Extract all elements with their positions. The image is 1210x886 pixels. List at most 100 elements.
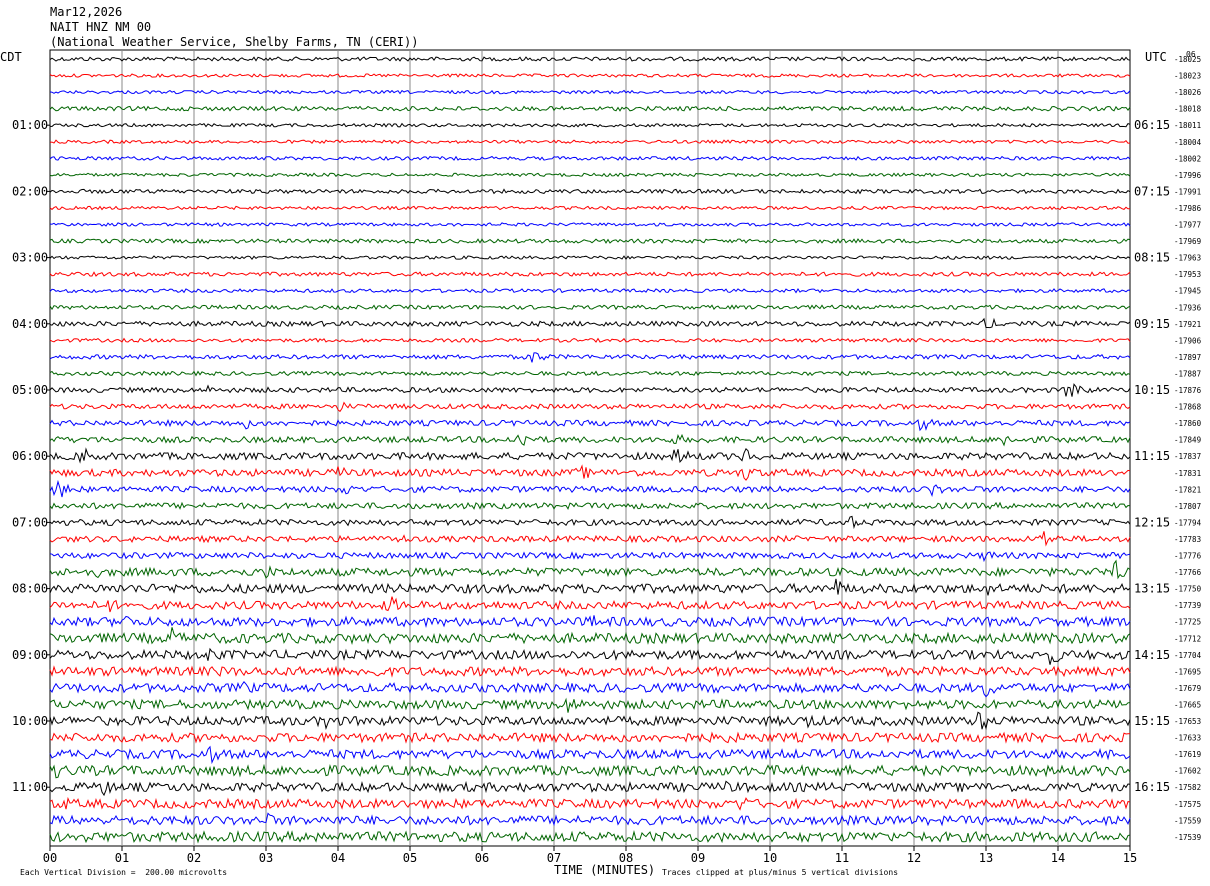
seismogram-traces [49, 56, 1131, 844]
utc-hour-label: 16:15 [1134, 780, 1170, 794]
trace-line [49, 139, 1131, 145]
x-axis-title: TIME (MINUTES) [554, 863, 656, 877]
trace-offset-label: -18004 [1174, 138, 1202, 147]
trace-line [49, 255, 1131, 261]
trace-line [49, 551, 1131, 563]
trace-offset-label: -17679 [1174, 684, 1201, 693]
trace-line [49, 763, 1131, 779]
trace-offset-label: -17986 [1174, 204, 1202, 213]
trace-offset-label: -17633 [1174, 734, 1201, 743]
trace-offset-label: -17750 [1174, 585, 1202, 594]
utc-hour-label: 11:15 [1134, 449, 1170, 463]
trace-offset-label: -17977 [1174, 221, 1201, 230]
trace-offset-label: -17582 [1174, 783, 1201, 792]
utc-hour-label: 08:15 [1134, 251, 1170, 265]
utc-hour-label: 12:15 [1134, 515, 1170, 529]
scale-legend: Each Vertical Division = 200.00 microvol… [20, 868, 228, 877]
cdt-hour-label: 04:00 [12, 317, 48, 331]
trace-line [49, 122, 1131, 128]
trace-line [49, 559, 1131, 580]
x-tick-label: 03 [259, 851, 273, 865]
trace-offset-label: -17897 [1174, 353, 1201, 362]
trace-line [49, 370, 1131, 377]
trace-line [49, 337, 1131, 344]
trace-offset-label: -17619 [1174, 750, 1201, 759]
trace-offset-label: -17963 [1174, 254, 1201, 263]
trace-offset-label: -17921 [1174, 320, 1201, 329]
trace-line [49, 501, 1131, 511]
trace-line [49, 205, 1130, 211]
trace-offset-label: -17969 [1174, 237, 1201, 246]
trace-offset-label: -18023 [1174, 72, 1201, 81]
utc-hour-label: 15:15 [1134, 714, 1170, 728]
cdt-hour-label: 11:00 [12, 780, 48, 794]
trace-line [49, 665, 1131, 678]
trace-offset-label: -17739 [1174, 601, 1201, 610]
trace-line [49, 433, 1131, 447]
trace-line [49, 829, 1131, 844]
trace-line [49, 615, 1131, 629]
trace-line [49, 56, 1131, 62]
trace-offset-label: -17783 [1174, 535, 1201, 544]
trace-line [49, 188, 1131, 195]
trace-offset-label: -17712 [1174, 634, 1201, 643]
trace-offset-label: -17704 [1174, 651, 1202, 660]
x-tick-label: 09 [691, 851, 705, 865]
cdt-hour-label: 03:00 [12, 251, 48, 265]
clip-note: Traces clipped at plus/minus 5 vertical … [662, 868, 899, 877]
trace-line [49, 105, 1131, 112]
utc-hour-label: 10:15 [1134, 383, 1170, 397]
right-axis-label: UTC [1145, 50, 1167, 64]
trace-line [49, 73, 1131, 78]
cdt-labels: 01:00 02:00 03:00 04:00 05:00 06:00 07:00 08:00… [12, 118, 50, 794]
header-station: NAIT HNZ NM 00 [50, 20, 152, 34]
utc-labels: 06:15 07:15 08:15 09:15 10:15 11:15 12:15 13:15… [1134, 118, 1170, 794]
x-axis-ticks: 00 01 02 03 04 05 06 07 08 09 10 11 12 13 14 15 [43, 846, 1137, 865]
x-tick-label: 00 [43, 851, 57, 865]
trace-line [49, 531, 1131, 547]
header-date: Mar12,2026 [50, 5, 123, 19]
cdt-hour-label: 01:00 [12, 118, 48, 132]
trace-line [49, 155, 1131, 161]
trace-line [49, 745, 1131, 765]
corner-label: 06 [1186, 50, 1196, 59]
trace-offset-label: -18025 [1174, 55, 1201, 64]
trace-offset-label: -17936 [1174, 303, 1202, 312]
trace-line [49, 401, 1131, 413]
trace-offset-label: -17876 [1174, 386, 1202, 395]
trace-offset-label: -17794 [1174, 518, 1202, 527]
trace-offset-label: -17695 [1174, 667, 1201, 676]
trace-offset-label: -17837 [1174, 452, 1201, 461]
trace-line [49, 418, 1131, 432]
trace-line [49, 812, 1131, 827]
trace-offset-label: -17906 [1174, 336, 1202, 345]
trace-line [49, 222, 1131, 227]
cdt-hour-label: 09:00 [12, 648, 48, 662]
x-tick-label: 12 [907, 851, 921, 865]
x-tick-label: 02 [187, 851, 201, 865]
plot-grid [49, 49, 1131, 847]
left-axis-label: CDT [0, 50, 22, 64]
trace-offset-label: -17807 [1174, 502, 1201, 511]
x-tick-label: 06 [475, 851, 489, 865]
utc-hour-label: 14:15 [1134, 648, 1170, 662]
cdt-hour-label: 08:00 [12, 582, 48, 596]
trace-line [49, 596, 1131, 613]
trace-line [49, 271, 1131, 278]
trace-line [49, 578, 1131, 596]
trace-line [49, 479, 1131, 498]
trace-offset-label: -17539 [1174, 833, 1201, 842]
trace-line [49, 172, 1131, 178]
trace-line [49, 780, 1131, 797]
trace-offset-label: -18026 [1174, 88, 1202, 97]
trace-offset-label: -18002 [1174, 154, 1201, 163]
trace-offset-label: -17725 [1174, 618, 1201, 627]
trace-line [49, 304, 1131, 311]
x-tick-label: 10 [763, 851, 777, 865]
x-tick-label: 07 [547, 851, 561, 865]
trace-offset-label: -18018 [1174, 105, 1202, 114]
trace-line [49, 89, 1131, 95]
trace-offset-label: -17831 [1174, 469, 1201, 478]
trace-offset-label: -17665 [1174, 700, 1201, 709]
